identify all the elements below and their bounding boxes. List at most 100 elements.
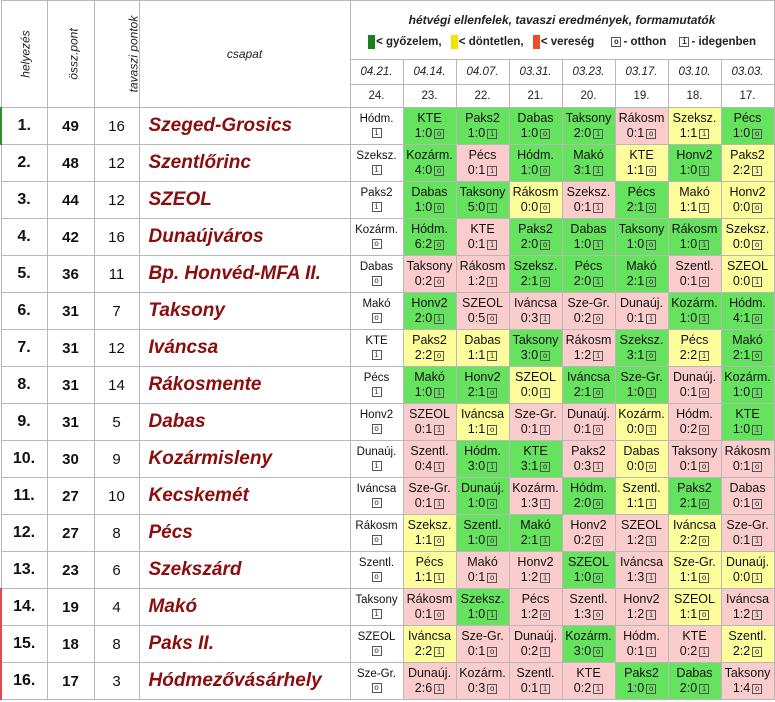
- date-header: 04.07.: [455, 58, 510, 85]
- result-cell: Dabas 1:0 o: [508, 107, 563, 145]
- result-score: 1:0: [573, 237, 592, 251]
- away-mark-icon: i: [699, 313, 710, 324]
- next-opponent-cell: Dabas o: [349, 255, 404, 293]
- team-name: Dunaújváros: [138, 218, 351, 256]
- result-cell: Dabas 0:0 o: [614, 440, 669, 478]
- result-cell: Iváncsa 2:2 i: [402, 625, 457, 663]
- result-score-line: 0:1 o: [669, 274, 720, 289]
- result-score-line: 0:1 o: [457, 644, 508, 659]
- home-mark-icon: o: [646, 128, 657, 139]
- result-cell: Iváncsa 1:3 i: [614, 551, 669, 589]
- result-cell: Szentl. 0:1 i: [508, 662, 563, 700]
- spring-points-cell: 9: [93, 440, 140, 478]
- team-name: Kozármisleny: [138, 440, 351, 478]
- result-opponent: Szentl.: [410, 444, 449, 458]
- away-mark-icon: i: [593, 128, 604, 139]
- position-cell: 1.: [0, 107, 48, 145]
- result-score: 1:1: [467, 348, 486, 362]
- away-mark-icon: i: [593, 165, 604, 176]
- home-mark-icon: o: [593, 535, 604, 546]
- away-mark-icon: i: [593, 276, 604, 287]
- result-score: 1:4: [732, 681, 751, 695]
- result-score: 2:2: [679, 348, 698, 362]
- home-mark-icon: o: [699, 535, 710, 546]
- result-score-line: 1:1 i: [457, 348, 508, 363]
- table-row: 5. 36 11 Bp. Honvéd-MFA II. Dabas o Taksony 0:2…: [0, 255, 775, 293]
- result-opponent: SZEOL: [515, 370, 556, 384]
- home-mark-icon: o: [434, 202, 445, 213]
- next-opponent-cell: Paks2 i: [349, 181, 404, 219]
- result-opponent: Paks2: [571, 444, 606, 458]
- home-mark-icon: o: [646, 350, 657, 361]
- result-cell: Makó 2:1 i: [508, 514, 563, 552]
- result-opponent: KTE: [523, 444, 548, 458]
- next-opponent-cell: Kozárm. o: [349, 218, 404, 256]
- result-opponent: Rákosm: [671, 222, 718, 236]
- result-cell: Honv2 0:0 o: [720, 181, 775, 219]
- result-opponent: SZEOL: [409, 407, 450, 421]
- result-opponent: SZEOL: [621, 518, 662, 532]
- team-name: Pécs: [138, 514, 351, 552]
- result-cell: Kozárm. 0:3 o: [455, 662, 510, 700]
- result-cell: Rákosm 0:1 o: [614, 107, 669, 145]
- home-mark-icon: o: [434, 165, 445, 176]
- result-cell: Rákosm 1:2 i: [561, 329, 616, 367]
- header-spring-points: tavaszi pontok: [93, 0, 140, 108]
- result-opponent: Hódm.: [411, 222, 448, 236]
- result-cell: Szentl. 2:2 o: [720, 625, 775, 663]
- result-cell: Makó 2:1 o: [614, 255, 669, 293]
- position-cell: 6.: [0, 292, 48, 330]
- rounds-row: 24. 23. 22. 21. 20. 19. 18. 17.: [1, 83, 775, 109]
- next-opponent-name: Rákosm: [355, 520, 398, 532]
- result-opponent: Iváncsa: [725, 592, 770, 606]
- result-opponent: SZEOL: [568, 555, 609, 569]
- spring-points-cell: 10: [93, 477, 140, 515]
- result-cell: Rákosm 1:2 i: [455, 255, 510, 293]
- position-cell: 7.: [0, 329, 48, 367]
- result-score-line: 0:2 i: [669, 644, 720, 659]
- result-score-line: 1:0 i: [563, 237, 614, 252]
- result-opponent: KTE: [470, 222, 495, 236]
- result-score-line: 1:0 i: [722, 422, 773, 437]
- result-score: 1:0: [679, 163, 698, 177]
- result-score: 0:0: [626, 422, 645, 436]
- home-mark-icon: o: [699, 498, 710, 509]
- result-score: 0:1: [679, 459, 698, 473]
- result-score: 1:0: [626, 237, 645, 251]
- home-mark-icon: o: [487, 313, 498, 324]
- result-opponent: Szentl.: [569, 592, 608, 606]
- result-opponent: Dabas: [729, 481, 766, 495]
- total-points-cell: 27: [46, 514, 95, 552]
- home-mark-icon: o: [593, 609, 604, 620]
- result-cell: Paks2 1:0 o: [614, 662, 669, 700]
- away-mark-icon: i: [646, 387, 657, 398]
- result-score-line: 1:2 i: [616, 533, 667, 548]
- result-score: 2:1: [520, 274, 539, 288]
- result-score: 1:0: [467, 533, 486, 547]
- result-score-line: 0:0 o: [616, 459, 667, 474]
- result-score-line: 1:1 o: [616, 163, 667, 178]
- position-cell: 8.: [0, 366, 48, 404]
- home-mark-icon: o: [593, 387, 604, 398]
- result-cell: Pécs 2:1 o: [614, 181, 669, 219]
- result-opponent: KTE: [629, 148, 654, 162]
- result-score: 1:0: [732, 126, 751, 140]
- result-opponent: Pécs: [415, 555, 444, 569]
- result-opponent: Sze-Gr.: [408, 481, 451, 495]
- result-score-line: 1:0 i: [404, 385, 455, 400]
- result-score: 0:5: [467, 311, 486, 325]
- result-cell: Pécs 1:0 o: [720, 107, 775, 145]
- away-mark-icon: i: [699, 165, 710, 176]
- result-opponent: Rákosm: [512, 185, 559, 199]
- home-mark-icon: o: [371, 238, 382, 249]
- result-cell: Szeksz. 0:1 i: [561, 181, 616, 219]
- home-mark-icon: o: [646, 461, 657, 472]
- away-mark-icon: i: [487, 350, 498, 361]
- position-cell: 2.: [0, 144, 48, 182]
- result-score-line: 0:1 i: [510, 422, 561, 437]
- result-score: 1:2: [520, 570, 539, 584]
- result-score-line: 1:0 i: [722, 385, 773, 400]
- total-points-cell: 44: [46, 181, 95, 219]
- result-score-line: 1:0 o: [457, 533, 508, 548]
- home-mark-icon: o: [699, 424, 710, 435]
